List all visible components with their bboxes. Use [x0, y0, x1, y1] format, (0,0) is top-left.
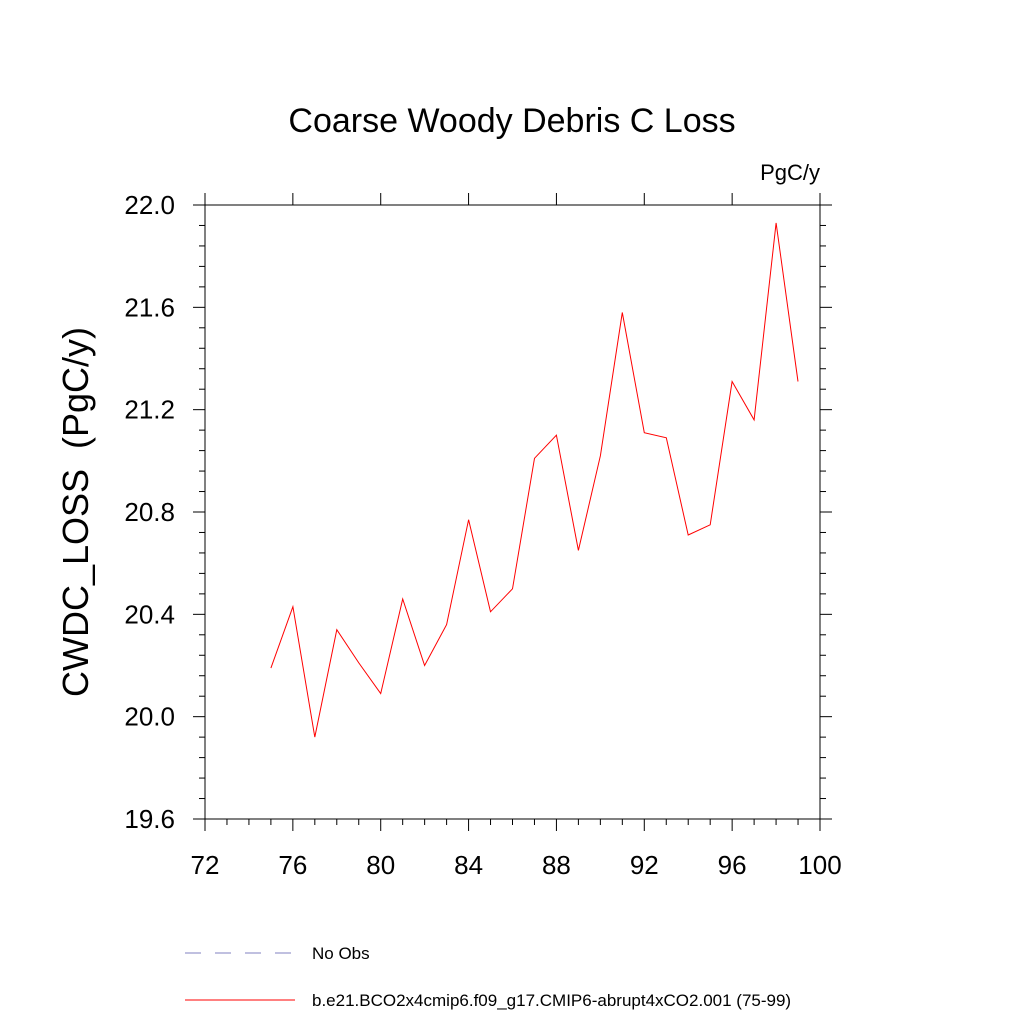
x-tick-label: 100 [798, 850, 841, 880]
tick-labels: 72 76 80 84 88 92 96 100 19.6 20.0 20.4 20.8 21.2 21.… [124, 190, 841, 880]
x-tick-label: 76 [278, 850, 307, 880]
x-tick-label: 96 [718, 850, 747, 880]
chart-title: Coarse Woody Debris C Loss [288, 102, 735, 140]
legend-label-no-obs: No Obs [312, 944, 370, 963]
y-tick-label: 21.2 [124, 395, 175, 425]
legend: No Obs b.e21.BCO2x4cmip6.f09_g17.CMIP6-a… [185, 944, 791, 1010]
y-tick-label: 21.6 [124, 292, 175, 322]
y-tick-label: 20.4 [124, 599, 175, 629]
x-tick-label: 80 [366, 850, 395, 880]
series-layer [270, 222, 799, 738]
y-tick-label: 19.6 [124, 804, 175, 834]
x-tick-label: 92 [630, 850, 659, 880]
x-tick-label: 72 [191, 850, 220, 880]
series-line [270, 222, 799, 738]
y-tick-label: 20.0 [124, 702, 175, 732]
plot-frame [204, 204, 821, 820]
y-tick-label: 22.0 [124, 190, 175, 220]
axis-ticks [193, 193, 832, 831]
legend-label-series: b.e21.BCO2x4cmip6.f09_g17.CMIP6-abrupt4x… [312, 991, 791, 1010]
x-tick-label: 84 [454, 850, 483, 880]
x-tick-label: 88 [542, 850, 571, 880]
y-axis-label: CWDC_LOSS (PgC/y) [55, 327, 96, 697]
y-tick-label: 20.8 [124, 497, 175, 527]
units-label: PgC/y [760, 160, 820, 185]
